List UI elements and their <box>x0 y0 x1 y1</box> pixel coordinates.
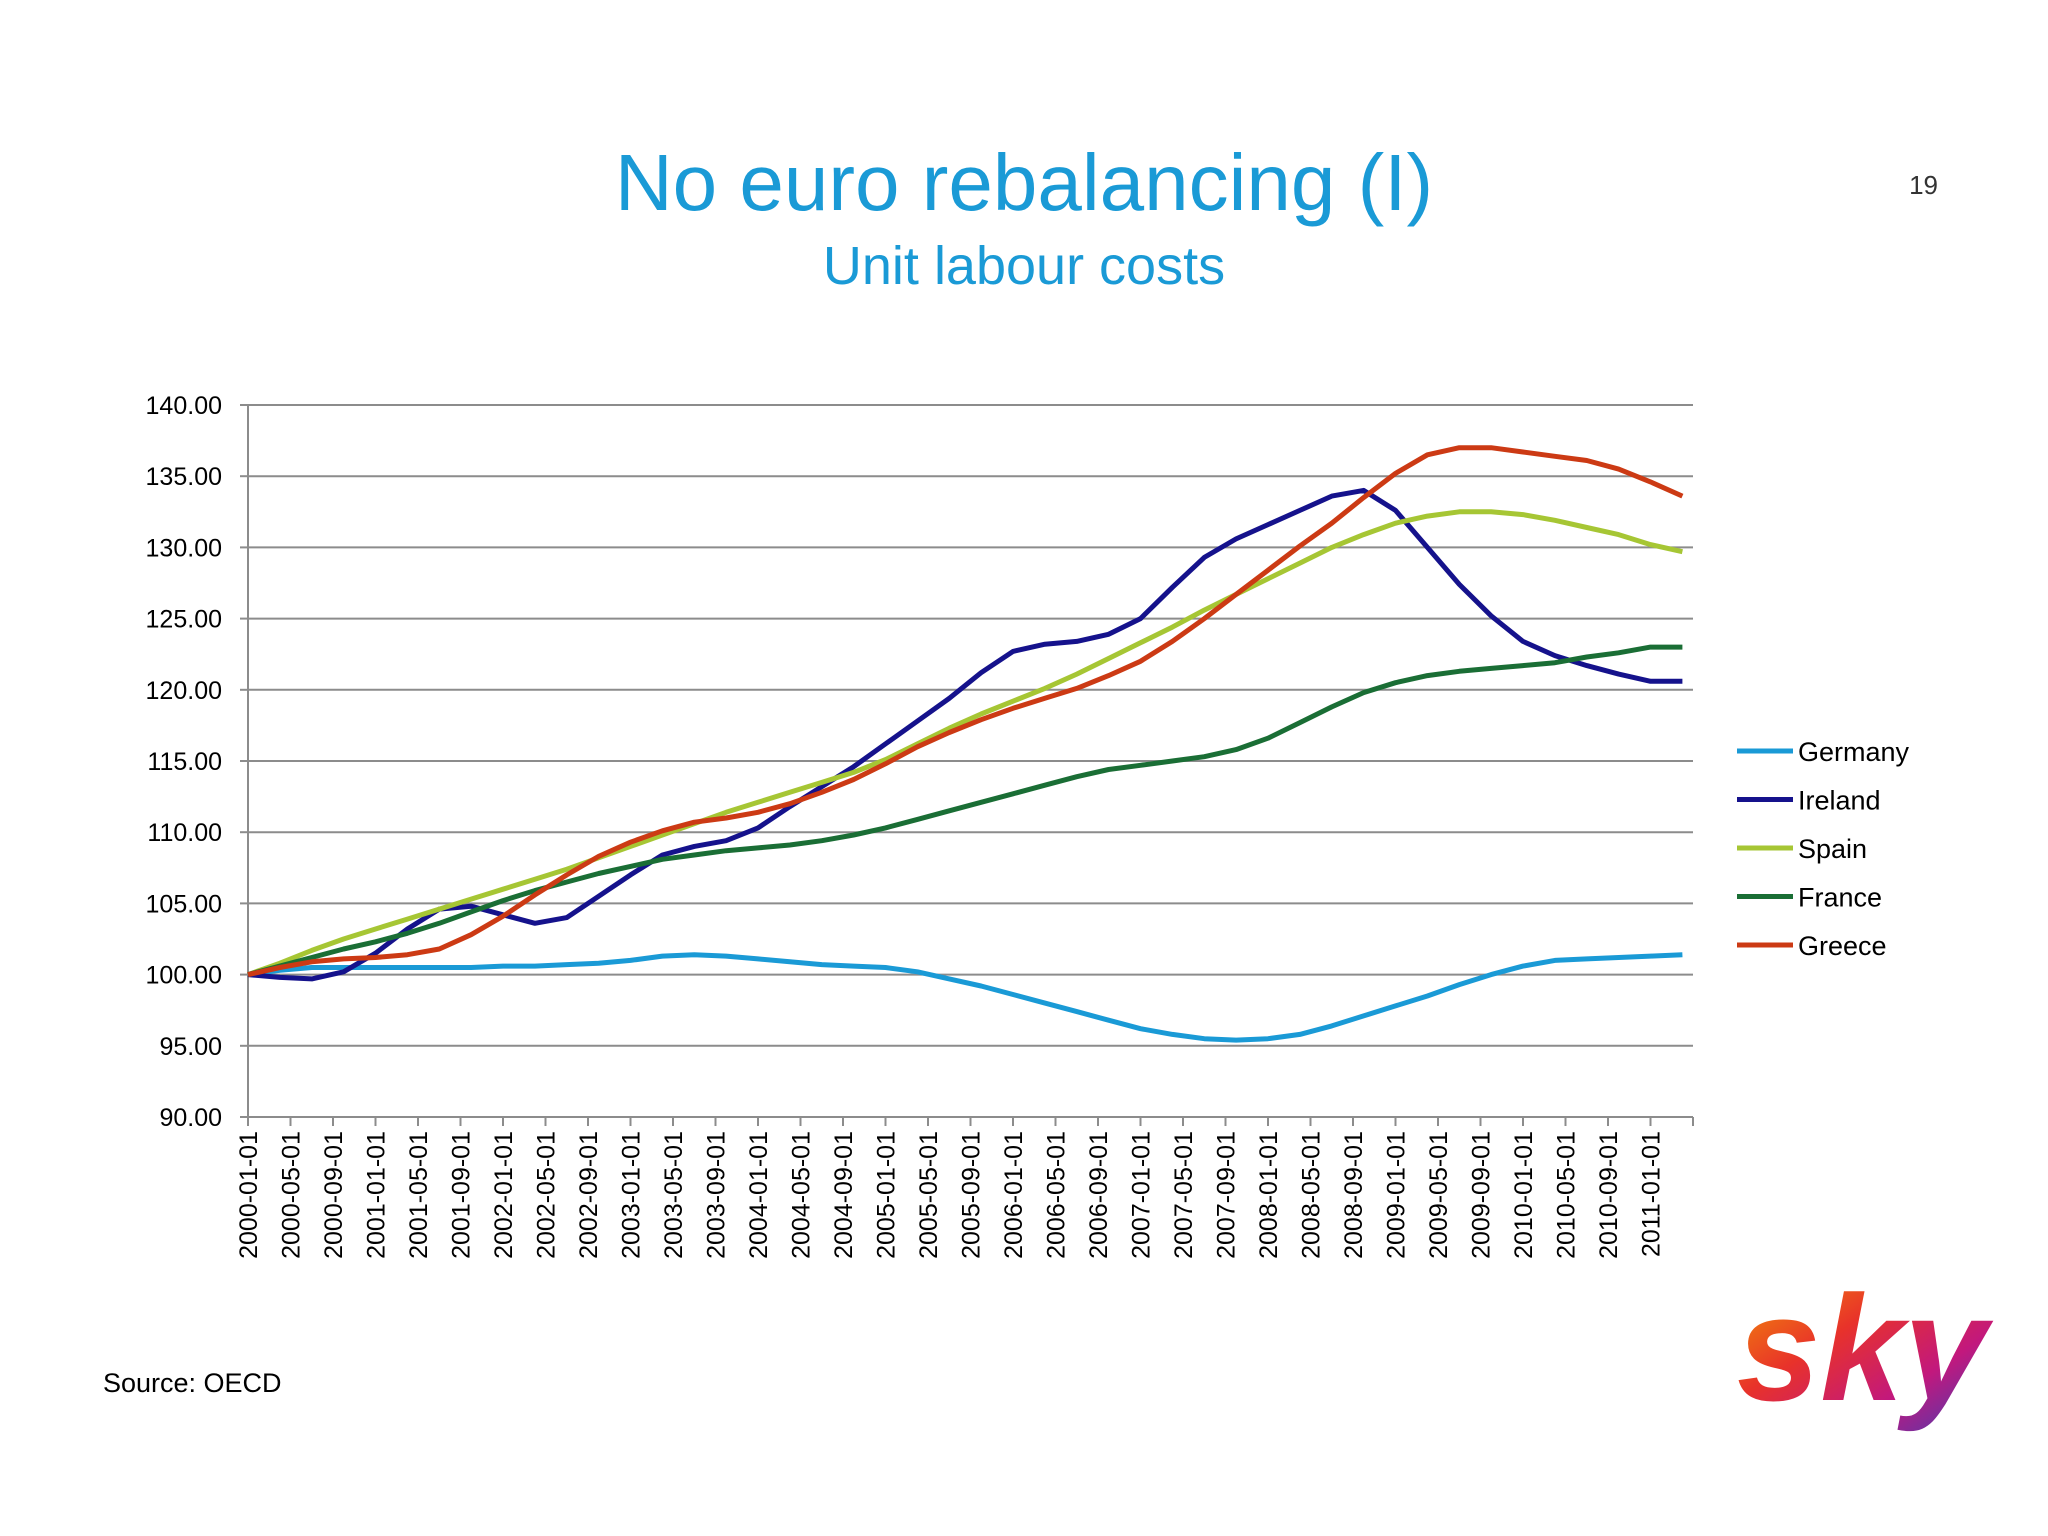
legend-label: Germany <box>1798 737 1910 767</box>
x-tick-label: 2001-05-01 <box>405 1131 433 1259</box>
y-tick-label: 130.00 <box>146 534 222 562</box>
legend-label: Ireland <box>1798 786 1881 816</box>
x-tick-label: 2003-05-01 <box>660 1131 688 1259</box>
x-tick-label: 2007-01-01 <box>1128 1131 1156 1259</box>
series-line <box>247 644 1683 978</box>
x-tick-label: 2004-05-01 <box>788 1131 816 1259</box>
y-tick-label: 125.00 <box>146 606 222 634</box>
series-line <box>247 445 1684 978</box>
x-tick-label: 2002-09-01 <box>575 1131 603 1259</box>
x-tick-label: 2006-01-01 <box>1000 1131 1028 1259</box>
y-tick-label: 115.00 <box>147 748 222 776</box>
x-tick-label: 2008-05-01 <box>1298 1131 1326 1259</box>
x-tick-label: 2008-09-01 <box>1340 1131 1368 1259</box>
y-tick-label: 90.00 <box>159 1104 222 1132</box>
x-tick-label: 2009-01-01 <box>1383 1131 1411 1259</box>
x-tick-label: 2000-05-01 <box>278 1131 306 1259</box>
y-tick-label: 95.00 <box>159 1033 222 1061</box>
legend-label: France <box>1798 883 1882 913</box>
x-tick-label: 2007-05-01 <box>1170 1131 1198 1259</box>
series-line <box>247 952 1683 1043</box>
x-tick-label: 2011-01-01 <box>1638 1131 1666 1257</box>
x-tick-label: 2009-09-01 <box>1468 1131 1496 1259</box>
legend-label: Greece <box>1798 931 1887 961</box>
series-line <box>247 509 1683 977</box>
x-tick-label: 2001-09-01 <box>448 1131 476 1259</box>
y-tick-label: 110.00 <box>147 819 222 847</box>
chart-title: No euro rebalancing (I) <box>615 138 1433 227</box>
chart-subtitle: Unit labour costs <box>823 236 1225 296</box>
x-tick-label: 2010-05-01 <box>1553 1131 1581 1259</box>
x-tick-label: 2001-01-01 <box>363 1131 391 1259</box>
x-tick-label: 2003-09-01 <box>703 1131 731 1259</box>
source-note: Source: OECD <box>103 1368 282 1398</box>
x-tick-label: 2010-09-01 <box>1595 1131 1623 1259</box>
x-tick-label: 2005-05-01 <box>915 1131 943 1259</box>
logo: sky <box>1737 1264 1994 1432</box>
x-tick-label: 2000-01-01 <box>235 1131 263 1259</box>
x-tick-label: 2004-09-01 <box>830 1131 858 1259</box>
y-tick-label: 120.00 <box>146 677 222 705</box>
legend-label: Spain <box>1798 834 1867 864</box>
x-tick-label: 2005-01-01 <box>873 1131 901 1259</box>
x-tick-label: 2009-05-01 <box>1425 1131 1453 1259</box>
x-tick-label: 2010-01-01 <box>1510 1131 1538 1259</box>
x-tick-label: 2008-01-01 <box>1255 1131 1283 1259</box>
x-tick-label: 2002-05-01 <box>533 1131 561 1259</box>
x-tick-label: 2006-09-01 <box>1085 1131 1113 1259</box>
y-tick-label: 105.00 <box>146 890 222 918</box>
x-tick-label: 2000-09-01 <box>320 1131 348 1259</box>
x-tick-label: 2005-09-01 <box>958 1131 986 1259</box>
y-tick-label: 135.00 <box>146 463 222 491</box>
x-tick-label: 2007-09-01 <box>1213 1131 1241 1259</box>
x-tick-label: 2002-01-01 <box>490 1131 518 1259</box>
y-tick-label: 100.00 <box>146 962 222 990</box>
page-number: 19 <box>1909 170 1938 200</box>
series-line <box>247 487 1683 982</box>
x-tick-label: 2004-01-01 <box>745 1131 773 1259</box>
x-tick-label: 2003-01-01 <box>618 1131 646 1259</box>
x-tick-label: 2006-05-01 <box>1043 1131 1071 1259</box>
y-tick-label: 140.00 <box>146 392 222 420</box>
